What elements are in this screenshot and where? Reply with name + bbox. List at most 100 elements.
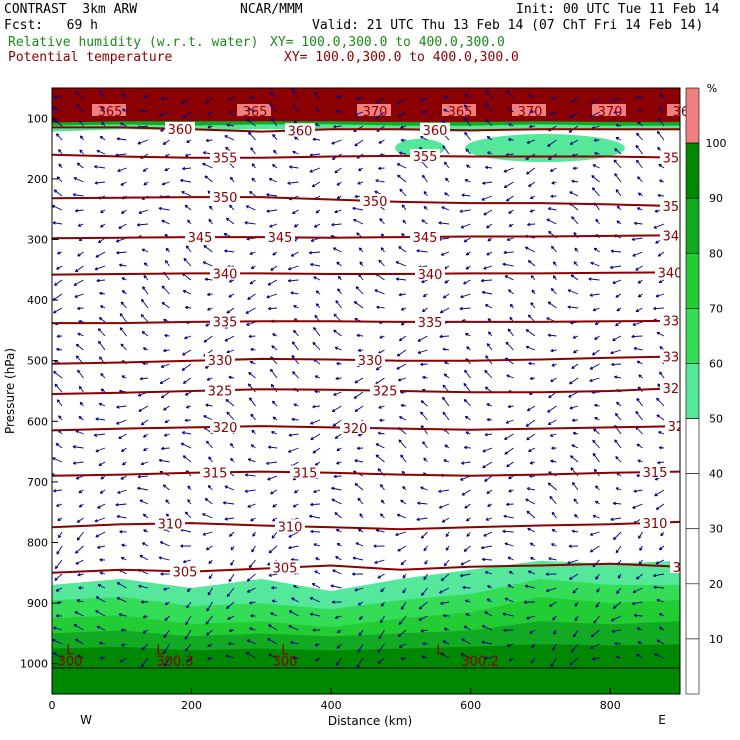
wind-vector (376, 305, 385, 309)
colorbar-label-60: 60 (709, 357, 723, 370)
wind-vector (659, 371, 665, 379)
wind-vector (461, 489, 471, 496)
wind-vector (547, 301, 557, 309)
wind-vector (52, 652, 63, 659)
wind-vector (77, 573, 84, 577)
wind-vector (186, 587, 192, 593)
wind-vector (336, 643, 342, 649)
wind-vector (181, 431, 192, 435)
wind-vector (118, 223, 127, 229)
wind-vector (138, 405, 149, 412)
header-valid: Valid: 21 UTC Thu 13 Feb 14 (07 ChT Fri … (312, 18, 704, 33)
wind-vector (358, 629, 364, 637)
wind-vector (443, 459, 450, 463)
wind-vector (398, 615, 407, 625)
wind-vector (550, 111, 557, 116)
theta-label-340-3: 340 (728, 266, 740, 281)
wind-vector (529, 209, 536, 213)
theta-label-305-0: 305 (173, 565, 198, 580)
wind-vector (546, 218, 557, 225)
wind-vector (230, 457, 235, 463)
wind-vector (574, 615, 579, 622)
wind-vector (310, 529, 321, 534)
wind-vector (595, 601, 600, 608)
theta-label-330-0: 330 (208, 354, 233, 369)
wind-vector (398, 335, 407, 342)
wind-vector (56, 545, 63, 555)
wind-vector (121, 375, 127, 379)
wind-vector (74, 265, 84, 273)
wind-vector (525, 419, 536, 427)
wind-vector (100, 388, 106, 393)
wind-vector (270, 612, 278, 617)
wind-vector (271, 345, 278, 351)
wind-vector (288, 531, 299, 538)
wind-vector (120, 628, 127, 632)
wind-vector (99, 571, 106, 575)
wind-vector (461, 638, 471, 645)
wind-vector (379, 335, 385, 339)
wind-vector (140, 314, 149, 323)
wind-vector (314, 570, 321, 575)
wind-vector (78, 416, 84, 421)
wind-vector (377, 573, 385, 579)
wind-vector (527, 570, 536, 575)
wind-vector (161, 219, 170, 225)
wind-vector (594, 417, 600, 421)
wind-vector (143, 433, 149, 438)
wind-vector (658, 431, 665, 435)
wind-vector (268, 573, 278, 577)
wind-vector (354, 482, 364, 491)
wind-vector (99, 291, 106, 296)
wind-vector (354, 139, 364, 147)
theta-label-325-3: 325 (723, 380, 740, 395)
wind-vector (272, 164, 278, 169)
wind-vector (503, 250, 514, 255)
wind-vector (289, 165, 299, 169)
wind-vector (159, 377, 170, 385)
wind-vector (250, 347, 256, 352)
wind-vector (271, 431, 278, 435)
theta-contour-340 (52, 271, 680, 276)
wind-vector (465, 613, 471, 617)
theta-label-330-2: 330 (663, 351, 688, 366)
wind-vector (466, 164, 471, 169)
wind-vector (573, 498, 579, 505)
wind-vector (613, 159, 622, 169)
wind-vector (314, 643, 321, 647)
wind-vector (505, 89, 514, 99)
wind-vector (121, 209, 127, 214)
wind-vector (313, 489, 321, 493)
wind-vector (250, 265, 256, 270)
wind-vector (552, 261, 557, 267)
wind-vector (484, 570, 493, 575)
wind-vector (466, 531, 471, 537)
wind-vector (569, 377, 579, 385)
wind-vector (56, 347, 63, 352)
wind-vector (487, 331, 493, 337)
wind-vector (460, 293, 471, 299)
wind-vector (56, 251, 63, 255)
wind-vector (249, 190, 256, 197)
wind-vector (58, 149, 63, 155)
wind-vector (182, 290, 192, 295)
wind-vector (142, 513, 149, 519)
wind-vector (417, 335, 428, 342)
wind-vector (528, 94, 536, 99)
wind-vector (526, 167, 536, 175)
wind-vector (357, 348, 364, 353)
wind-vector (99, 135, 106, 141)
wind-vector (309, 597, 321, 603)
wind-vector (592, 452, 600, 463)
wind-vector (314, 123, 321, 127)
wind-vector (336, 447, 342, 452)
theta-label-bg (420, 122, 450, 136)
wind-vector (610, 349, 622, 355)
wind-vector (314, 375, 321, 379)
theta-contour-325 (52, 387, 680, 395)
wind-vector (185, 643, 192, 652)
wind-vector (529, 542, 536, 547)
wind-vector (357, 528, 364, 533)
wind-vector (209, 205, 213, 211)
wind-vector (658, 446, 665, 450)
